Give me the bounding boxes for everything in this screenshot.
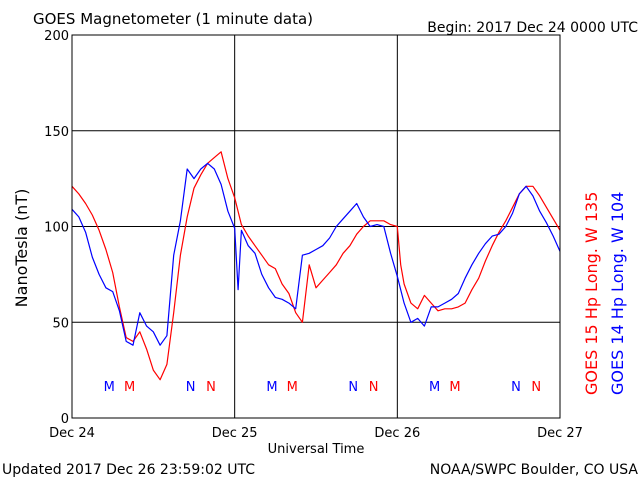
marker-n: N xyxy=(348,380,358,395)
data-series xyxy=(71,151,561,381)
marker-n: N xyxy=(186,380,196,395)
marker-n: N xyxy=(531,380,541,395)
series-line-goes15 xyxy=(71,151,561,381)
y-tick-label: 150 xyxy=(44,125,69,140)
x-tick-label: Dec 26 xyxy=(374,426,420,441)
marker-m: M xyxy=(266,380,277,395)
legend-goes14: GOES 14 Hp Long. W 104 xyxy=(608,192,627,395)
marker-m: M xyxy=(287,380,298,395)
y-tick-label: 200 xyxy=(44,29,69,44)
grid xyxy=(71,34,561,419)
y-tick-label: 50 xyxy=(52,316,69,331)
plot-frame xyxy=(71,34,561,419)
marker-n: N xyxy=(369,380,379,395)
updated-time: Updated 2017 Dec 26 23:59:02 UTC xyxy=(2,462,255,478)
x-tick-label: Dec 25 xyxy=(212,426,258,441)
marker-m: M xyxy=(429,380,440,395)
marker-n: N xyxy=(206,380,216,395)
x-tick-labels: Dec 24 Dec 25 Dec 26 Dec 27 xyxy=(49,426,583,441)
y-axis-label: NanoTesla (nT) xyxy=(12,189,31,308)
marker-n: N xyxy=(511,380,521,395)
series-line-goes14 xyxy=(71,162,561,346)
y-tick-label: 0 xyxy=(61,412,69,427)
marker-m: M xyxy=(104,380,115,395)
marker-m: M xyxy=(449,380,460,395)
legend-goes15: GOES 15 Hp Long. W 135 xyxy=(582,192,601,395)
chart-title: GOES Magnetometer (1 minute data) xyxy=(33,10,313,28)
y-tick-label: 100 xyxy=(44,221,69,236)
source-credit: NOAA/SWPC Boulder, CO USA xyxy=(430,462,639,478)
x-tick-label: Dec 24 xyxy=(49,426,95,441)
x-axis-label: Universal Time xyxy=(268,442,365,457)
y-tick-labels: 0 50 100 150 200 xyxy=(44,29,69,427)
x-tick-label: Dec 27 xyxy=(537,426,583,441)
marker-m: M xyxy=(124,380,135,395)
begin-time: Begin: 2017 Dec 24 0000 UTC xyxy=(427,20,638,36)
